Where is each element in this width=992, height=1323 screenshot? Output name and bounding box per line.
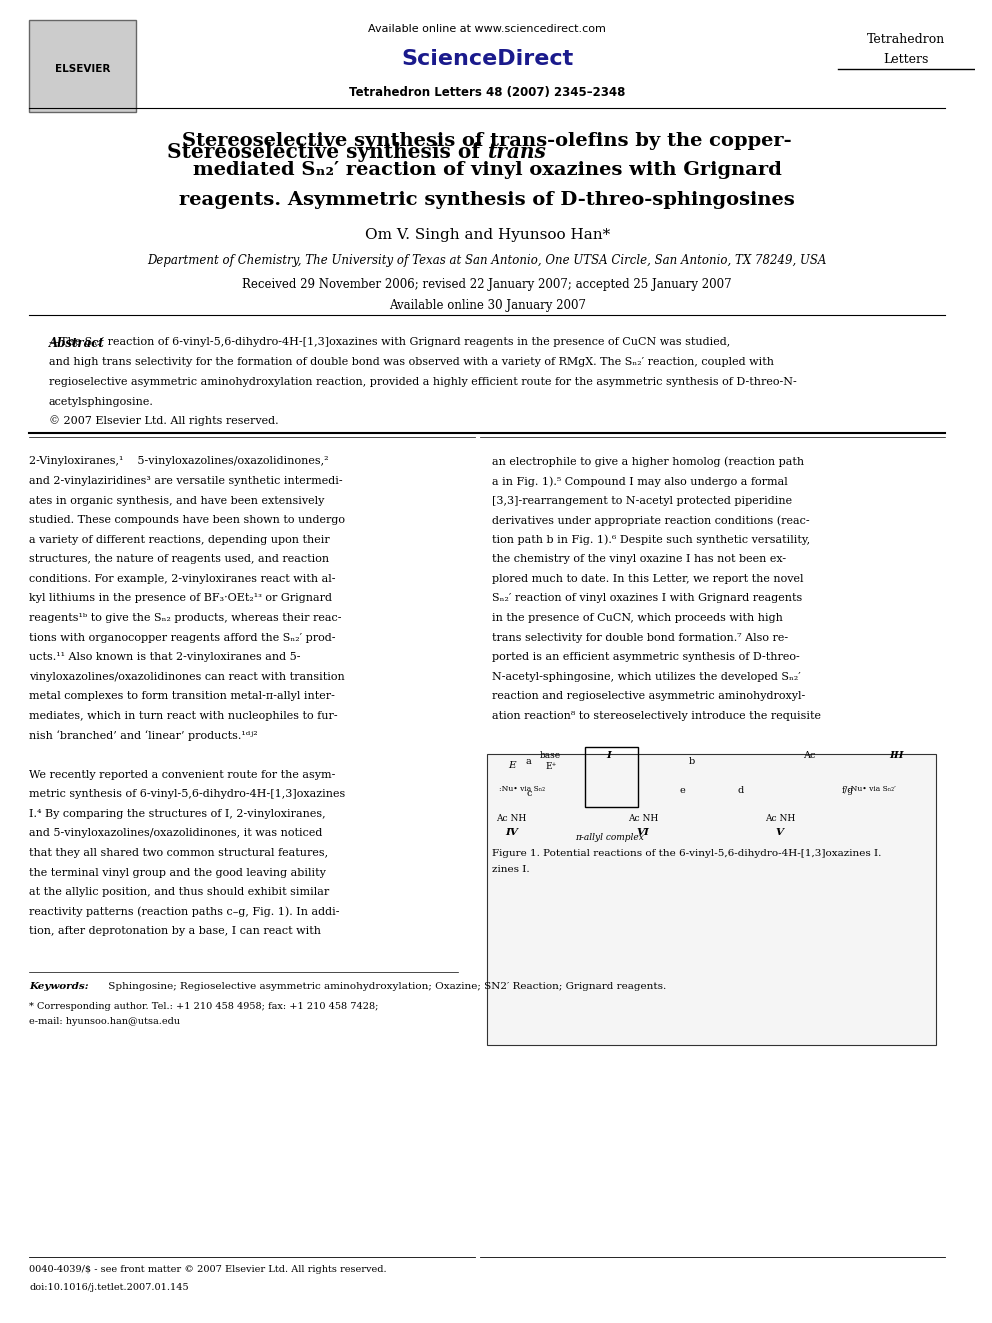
Text: mediated Sₙ₂′ reaction of vinyl oxazines with Grignard: mediated Sₙ₂′ reaction of vinyl oxazines…	[192, 161, 782, 180]
Text: Abstract: Abstract	[49, 337, 104, 351]
Text: N-acetyl-sphingosine, which utilizes the developed Sₙ₂′: N-acetyl-sphingosine, which utilizes the…	[492, 672, 801, 681]
Text: d: d	[738, 786, 744, 795]
Text: at the allylic position, and thus should exhibit similar: at the allylic position, and thus should…	[29, 888, 329, 897]
Text: conditions. For example, 2-vinyloxiranes react with al-: conditions. For example, 2-vinyloxiranes…	[29, 574, 335, 583]
Text: Tetrahedron: Tetrahedron	[867, 33, 945, 46]
Text: Available online 30 January 2007: Available online 30 January 2007	[389, 299, 586, 312]
Text: metal complexes to form transition metal-π-allyl inter-: metal complexes to form transition metal…	[29, 692, 335, 701]
Text: metric synthesis of 6-vinyl-5,6-dihydro-4H-[1,3]oxazines: metric synthesis of 6-vinyl-5,6-dihydro-…	[29, 790, 345, 799]
Text: doi:10.1016/j.tetlet.2007.01.145: doi:10.1016/j.tetlet.2007.01.145	[29, 1283, 188, 1293]
Text: studied. These compounds have been shown to undergo: studied. These compounds have been shown…	[29, 515, 345, 525]
Text: b: b	[688, 757, 695, 766]
Text: reaction and regioselective asymmetric aminohydroxyl-: reaction and regioselective asymmetric a…	[492, 692, 806, 701]
Text: IV: IV	[505, 828, 518, 837]
Text: 0040-4039/$ - see front matter © 2007 Elsevier Ltd. All rights reserved.: 0040-4039/$ - see front matter © 2007 El…	[29, 1265, 387, 1274]
Text: base: base	[540, 751, 561, 761]
Text: derivatives under appropriate reaction conditions (reac-: derivatives under appropriate reaction c…	[492, 515, 809, 525]
Text: and high trans selectivity for the formation of double bond was observed with a : and high trans selectivity for the forma…	[49, 357, 774, 368]
Text: Om V. Singh and Hyunsoo Han*: Om V. Singh and Hyunsoo Han*	[365, 228, 610, 242]
Text: —The Sₙ₂′ reaction of 6-vinyl-5,6-dihydro-4H-[1,3]oxazines with Grignard reagent: —The Sₙ₂′ reaction of 6-vinyl-5,6-dihydr…	[49, 337, 730, 348]
Text: © 2007 Elsevier Ltd. All rights reserved.: © 2007 Elsevier Ltd. All rights reserved…	[49, 415, 279, 426]
Text: III: III	[890, 751, 904, 761]
Text: E⁺: E⁺	[545, 762, 557, 771]
Text: tions with organocopper reagents afford the Sₙ₂′ prod-: tions with organocopper reagents afford …	[29, 632, 335, 643]
Text: c: c	[527, 789, 532, 798]
Text: vinyloxazolines/oxazolidinones can react with transition: vinyloxazolines/oxazolidinones can react…	[29, 672, 345, 681]
Text: ported is an efficient asymmetric synthesis of D-threo-: ported is an efficient asymmetric synthe…	[492, 652, 800, 663]
Text: Ac NH: Ac NH	[628, 814, 659, 823]
Text: * Corresponding author. Tel.: +1 210 458 4958; fax: +1 210 458 7428;: * Corresponding author. Tel.: +1 210 458…	[29, 1002, 379, 1011]
Text: kyl lithiums in the presence of BF₃·OEt₂¹ᶟ or Grignard: kyl lithiums in the presence of BF₃·OEt₂…	[29, 594, 332, 603]
Text: [3,3]-rearrangement to N-acetyl protected piperidine: [3,3]-rearrangement to N-acetyl protecte…	[492, 496, 793, 505]
Text: in the presence of CuCN, which proceeds with high: in the presence of CuCN, which proceeds …	[492, 613, 783, 623]
Text: We recently reported a convenient route for the asym-: We recently reported a convenient route …	[29, 770, 335, 779]
Text: Department of Chemistry, The University of Texas at San Antonio, One UTSA Circle: Department of Chemistry, The University …	[148, 254, 827, 267]
Text: ucts.¹¹ Also known is that 2-vinyloxiranes and 5-: ucts.¹¹ Also known is that 2-vinyloxiran…	[29, 652, 301, 663]
Text: :Nu• via Sₙ₂: :Nu• via Sₙ₂	[499, 785, 546, 792]
Text: ELSEVIER: ELSEVIER	[56, 64, 110, 74]
Text: structures, the nature of reagents used, and reaction: structures, the nature of reagents used,…	[29, 554, 329, 565]
Text: mediates, which in turn react with nucleophiles to fur-: mediates, which in turn react with nucle…	[29, 710, 338, 721]
Text: Ac NH: Ac NH	[497, 814, 527, 823]
Text: a: a	[526, 757, 531, 766]
Text: Ac NH: Ac NH	[765, 814, 795, 823]
Text: a variety of different reactions, depending upon their: a variety of different reactions, depend…	[29, 534, 330, 545]
Text: I.⁴ By comparing the structures of I, 2-vinyloxiranes,: I.⁴ By comparing the structures of I, 2-…	[29, 808, 325, 819]
Text: :Nu• via Sₙ₂′: :Nu• via Sₙ₂′	[848, 785, 896, 792]
Text: π-allyl complex: π-allyl complex	[574, 833, 644, 843]
Text: that they all shared two common structural features,: that they all shared two common structur…	[29, 848, 328, 859]
Text: acetylsphingosine.: acetylsphingosine.	[49, 397, 154, 407]
Text: reactivity patterns (reaction paths c–g, Fig. 1). In addi-: reactivity patterns (reaction paths c–g,…	[29, 906, 339, 917]
Text: reagents¹ᵇ to give the Sₙ₂ products, whereas their reac-: reagents¹ᵇ to give the Sₙ₂ products, whe…	[29, 613, 341, 623]
Text: Tetrahedron Letters 48 (2007) 2345–2348: Tetrahedron Letters 48 (2007) 2345–2348	[349, 86, 626, 99]
Text: nish ‘branched’ and ‘linear’ products.¹ᵈʲ²: nish ‘branched’ and ‘linear’ products.¹ᵈ…	[29, 730, 258, 741]
Text: trans: trans	[487, 142, 547, 161]
Text: 2-Vinyloxiranes,¹    5-vinyloxazolines/oxazolidinones,²: 2-Vinyloxiranes,¹ 5-vinyloxazolines/oxaz…	[29, 456, 329, 467]
Bar	[584, 747, 639, 807]
Text: tion, after deprotonation by a base, I can react with: tion, after deprotonation by a base, I c…	[29, 926, 321, 937]
Text: Received 29 November 2006; revised 22 January 2007; accepted 25 January 2007: Received 29 November 2006; revised 22 Ja…	[242, 278, 732, 291]
Text: Letters: Letters	[884, 53, 930, 66]
Text: Sphingosine; Regioselective asymmetric aminohydroxylation; Oxazine; SN2′ Reactio: Sphingosine; Regioselective asymmetric a…	[105, 982, 667, 991]
Text: Sₙ₂′ reaction of vinyl oxazines I with Grignard reagents: Sₙ₂′ reaction of vinyl oxazines I with G…	[492, 594, 803, 603]
Text: Stereoselective synthesis of: Stereoselective synthesis of	[168, 142, 487, 161]
Text: e-mail: hyunsoo.han@utsa.edu: e-mail: hyunsoo.han@utsa.edu	[29, 1017, 181, 1027]
Text: VI: VI	[637, 828, 650, 837]
Bar	[29, 20, 137, 112]
Text: e: e	[680, 786, 685, 795]
Text: Keywords:: Keywords:	[29, 982, 89, 991]
Text: plored much to date. In this Letter, we report the novel: plored much to date. In this Letter, we …	[492, 574, 804, 583]
Text: and 5-vinyloxazolines/oxazolidinones, it was noticed: and 5-vinyloxazolines/oxazolidinones, it…	[29, 828, 322, 839]
Bar	[487, 754, 935, 1045]
Text: trans selectivity for double bond formation.⁷ Also re-: trans selectivity for double bond format…	[492, 632, 789, 643]
Text: reagents. Asymmetric synthesis of D-threo-sphingosines: reagents. Asymmetric synthesis of D-thre…	[180, 191, 796, 209]
Text: Available online at www.sciencedirect.com: Available online at www.sciencedirect.co…	[368, 24, 606, 34]
Text: regioselective asymmetric aminohydroxylation reaction, provided a highly efficie: regioselective asymmetric aminohydroxyla…	[49, 377, 797, 388]
Text: tion path b in Fig. 1).⁶ Despite such synthetic versatility,: tion path b in Fig. 1).⁶ Despite such sy…	[492, 534, 810, 545]
Text: the chemistry of the vinyl oxazine I has not been ex-: the chemistry of the vinyl oxazine I has…	[492, 554, 787, 565]
Text: an electrophile to give a higher homolog (reaction path: an electrophile to give a higher homolog…	[492, 456, 805, 467]
Text: I: I	[607, 751, 612, 761]
Text: and 2-vinylaziridines³ are versatile synthetic intermedi-: and 2-vinylaziridines³ are versatile syn…	[29, 476, 343, 486]
Text: E: E	[508, 761, 516, 770]
Text: Figure 1. Potential reactions of the 6-vinyl-5,6-dihydro-4H-[1,3]oxazines I.: Figure 1. Potential reactions of the 6-v…	[492, 849, 882, 859]
Text: Ac: Ac	[803, 751, 815, 761]
Text: Stereoselective synthesis of trans-olefins by the copper-: Stereoselective synthesis of trans-olefi…	[183, 132, 793, 151]
Text: ation reaction⁸ to stereoselectively introduce the requisite: ation reaction⁸ to stereoselectively int…	[492, 710, 821, 721]
Text: f/g: f/g	[842, 786, 854, 795]
Text: a in Fig. 1).⁵ Compound I may also undergo a formal: a in Fig. 1).⁵ Compound I may also under…	[492, 476, 788, 487]
Text: ates in organic synthesis, and have been extensively: ates in organic synthesis, and have been…	[29, 496, 324, 505]
Text: zines I.: zines I.	[492, 865, 530, 875]
Text: V: V	[776, 828, 784, 837]
Text: the terminal vinyl group and the good leaving ability: the terminal vinyl group and the good le…	[29, 868, 326, 877]
Text: ScienceDirect: ScienceDirect	[401, 49, 573, 69]
